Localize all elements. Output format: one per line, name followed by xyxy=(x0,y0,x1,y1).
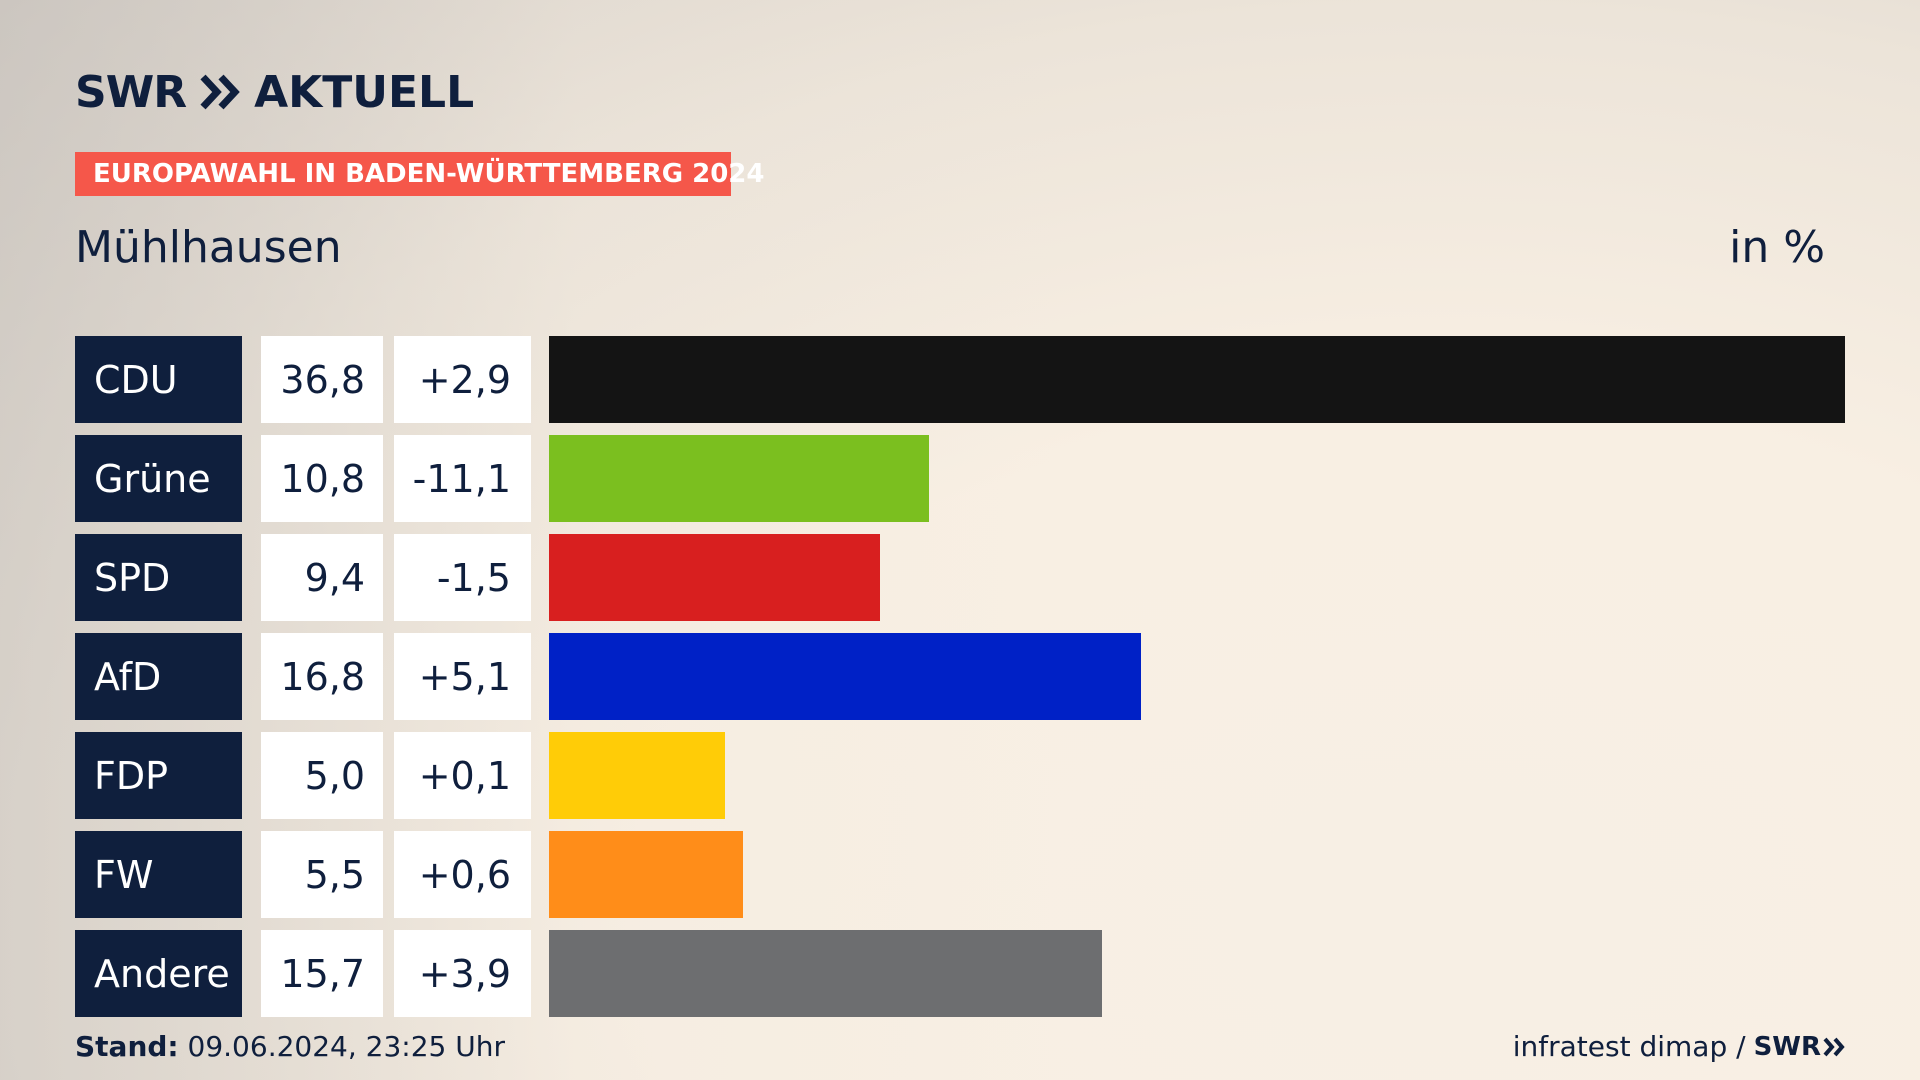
vote-share-bar xyxy=(549,633,1141,720)
vote-share-bar xyxy=(549,534,880,621)
party-label: CDU xyxy=(75,336,242,423)
unit-label: in % xyxy=(1729,222,1825,273)
vote-share-value: 36,8 xyxy=(261,336,383,423)
party-label: Andere xyxy=(75,930,242,1017)
result-row: FW 5,5 +0,6 xyxy=(0,831,1920,918)
vote-share-bar xyxy=(549,831,743,918)
vote-change-value: -1,5 xyxy=(394,534,531,621)
logo-swr-text: SWR xyxy=(75,66,187,118)
vote-change-value: -11,1 xyxy=(394,435,531,522)
party-label: FW xyxy=(75,831,242,918)
party-label: AfD xyxy=(75,633,242,720)
source-text: infratest dimap / xyxy=(1512,1030,1746,1063)
vote-change-value: +5,1 xyxy=(394,633,531,720)
source-credit: infratest dimap / SWR xyxy=(1513,1030,1845,1063)
vote-share-value: 9,4 xyxy=(261,534,383,621)
result-row: Grüne 10,8 -11,1 xyxy=(0,435,1920,522)
double-chevron-icon xyxy=(200,74,240,110)
swr-aktuell-logo: SWR AKTUELL xyxy=(75,66,474,118)
vote-share-value: 5,5 xyxy=(261,831,383,918)
result-row: CDU 36,8 +2,9 xyxy=(0,336,1920,423)
election-banner: EUROPAWAHL IN BADEN-WÜRTTEMBERG 2024 xyxy=(75,152,764,196)
vote-share-bar xyxy=(549,435,929,522)
source-brand-text: SWR xyxy=(1753,1031,1821,1062)
vote-change-value: +0,6 xyxy=(394,831,531,918)
vote-change-value: +2,9 xyxy=(394,336,531,423)
vote-share-bar xyxy=(549,732,725,819)
party-label: Grüne xyxy=(75,435,242,522)
vote-share-value: 16,8 xyxy=(261,633,383,720)
vote-share-value: 15,7 xyxy=(261,930,383,1017)
double-chevron-icon xyxy=(1823,1037,1845,1056)
party-label: FDP xyxy=(75,732,242,819)
result-row: SPD 9,4 -1,5 xyxy=(0,534,1920,621)
vote-share-value: 5,0 xyxy=(261,732,383,819)
timestamp: Stand: 09.06.2024, 23:25 Uhr xyxy=(75,1030,505,1063)
party-label: SPD xyxy=(75,534,242,621)
vote-share-bar xyxy=(549,930,1102,1017)
vote-share-value: 10,8 xyxy=(261,435,383,522)
stand-value: 09.06.2024, 23:25 Uhr xyxy=(187,1030,505,1063)
result-row: Andere 15,7 +3,9 xyxy=(0,930,1920,1017)
result-row: FDP 5,0 +0,1 xyxy=(0,732,1920,819)
result-row: AfD 16,8 +5,1 xyxy=(0,633,1920,720)
vote-share-bar xyxy=(549,336,1845,423)
vote-change-value: +0,1 xyxy=(394,732,531,819)
stand-label: Stand: xyxy=(75,1030,179,1063)
region-title: Mühlhausen xyxy=(75,222,342,273)
logo-aktuell-text: AKTUELL xyxy=(254,66,475,118)
source-brand: SWR xyxy=(1754,1032,1845,1062)
vote-change-value: +3,9 xyxy=(394,930,531,1017)
